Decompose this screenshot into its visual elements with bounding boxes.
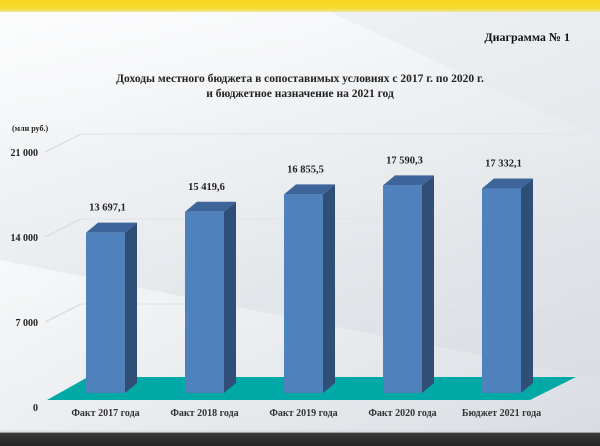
- bar-front: [86, 232, 125, 393]
- bar-top: [86, 222, 137, 233]
- bar-value-label: 13 697,1: [89, 203, 126, 214]
- bar-side: [224, 201, 236, 393]
- gridline-diagonal: [44, 303, 82, 323]
- bar-top: [284, 184, 335, 195]
- bar: 15 419,6: [185, 182, 236, 393]
- bar-top: [185, 201, 236, 212]
- bar-side: [422, 175, 434, 393]
- bar-front: [383, 185, 422, 393]
- bar-side: [125, 222, 137, 393]
- bars: 13 697,1 15 419,6 16 855,5 17 590,3 17 332,1: [86, 155, 533, 393]
- y-axis-ticks: 0 7 000 14 000 21 000: [11, 148, 39, 414]
- bar-front: [284, 194, 323, 393]
- y-tick-label: 21 000: [11, 148, 39, 159]
- x-tick-label: Бюджет 2021 года: [462, 408, 541, 419]
- bar: 13 697,1: [86, 203, 137, 393]
- y-tick-label: 7 000: [16, 318, 39, 329]
- x-tick-label: Факт 2020 года: [368, 408, 436, 419]
- y-tick-label: 0: [33, 403, 38, 414]
- gridline-diagonal: [44, 218, 82, 238]
- top-accent-band: [0, 0, 600, 12]
- bar-value-label: 15 419,6: [188, 182, 225, 193]
- bar-front: [482, 188, 521, 393]
- bar-top: [482, 178, 533, 189]
- bar-front: [185, 211, 224, 393]
- x-tick-label: Факт 2017 года: [71, 408, 139, 419]
- y-axis-unit-label: (млн руб.): [12, 124, 49, 133]
- x-axis-ticks: Факт 2017 года Факт 2018 года Факт 2019 го…: [71, 408, 541, 419]
- diagram-number-label: Диаграмма № 1: [484, 30, 570, 44]
- chart-title-line-2: и бюджетное назначение на 2021 год: [206, 88, 394, 100]
- bar: 17 332,1: [482, 159, 533, 393]
- bar-side: [521, 178, 533, 393]
- bar-value-label: 16 855,5: [287, 164, 324, 175]
- chart-title: Доходы местного бюджета в сопоставимых у…: [0, 72, 600, 102]
- bar: 16 855,5: [284, 164, 335, 393]
- y-tick-label: 14 000: [11, 233, 39, 244]
- chart-title-line-1: Доходы местного бюджета в сопоставимых у…: [116, 73, 484, 85]
- x-tick-label: Факт 2018 года: [170, 408, 238, 419]
- x-tick-label: Факт 2019 года: [269, 408, 337, 419]
- bar-side: [323, 184, 335, 393]
- bottom-band: [0, 432, 600, 446]
- gridline-diagonal: [44, 133, 82, 153]
- bar-value-label: 17 332,1: [485, 159, 522, 170]
- bar-value-label: 17 590,3: [386, 155, 423, 166]
- bar-top: [383, 175, 434, 186]
- bar: 17 590,3: [383, 155, 434, 393]
